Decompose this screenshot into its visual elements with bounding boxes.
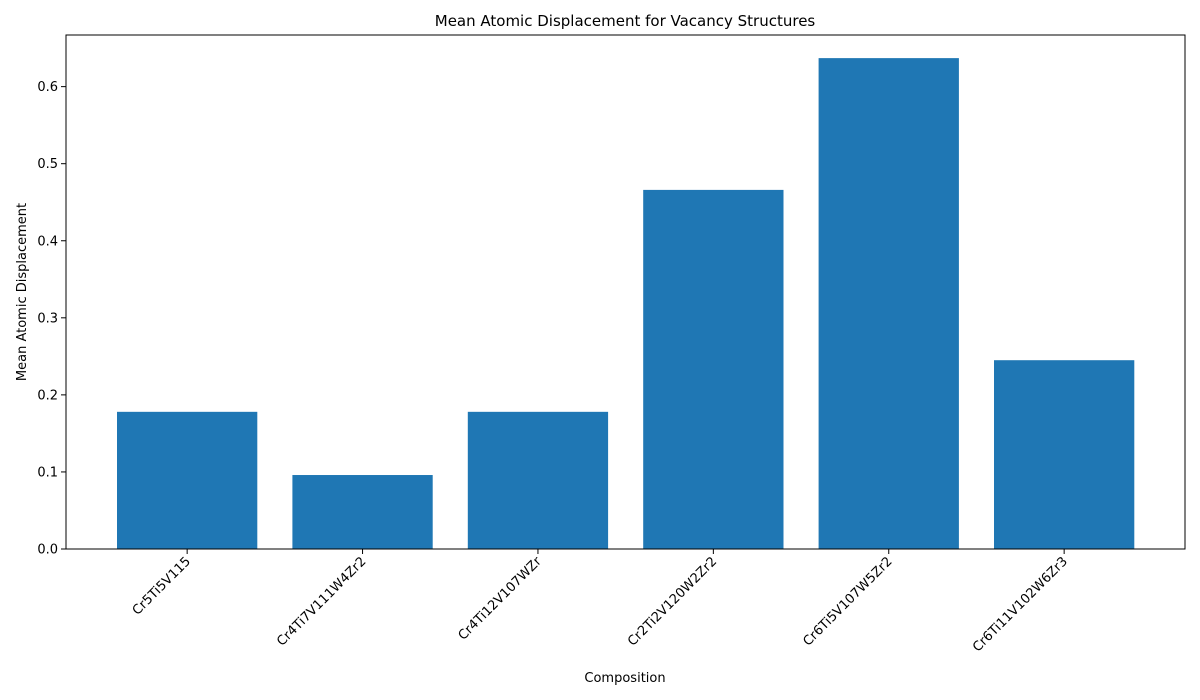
- x-tick-label: Cr6Ti11V102W6Zr3: [970, 554, 1071, 655]
- chart-title: Mean Atomic Displacement for Vacancy Str…: [435, 12, 816, 30]
- axes-frame: [65, 34, 1186, 550]
- y-tick-label: 0.5: [37, 157, 58, 172]
- bars-group: [117, 58, 1135, 550]
- x-tick-label: Cr6Ti5V107W5Zr2: [800, 554, 895, 649]
- x-tick-label: Cr4Ti12V107WZr: [456, 554, 546, 644]
- y-axis-label: Mean Atomic Displacement: [15, 203, 30, 381]
- bar-Cr6Ti11V102W6Zr3: [994, 360, 1135, 549]
- bar-Cr6Ti5V107W5Zr2: [818, 58, 959, 550]
- x-tick-label: Cr2Ti2V120W2Zr2: [625, 554, 720, 649]
- bar-Cr4Ti7V111W4Zr2: [292, 475, 433, 549]
- y-tick-label: 0.3: [37, 311, 58, 326]
- bar-Cr2Ti2V120W2Zr2: [643, 189, 784, 549]
- y-tick-label: 0.6: [37, 80, 58, 95]
- y-tick-label: 0.1: [37, 465, 58, 480]
- bar-Cr5Ti5V115: [117, 411, 258, 549]
- y-tick-label: 0.0: [37, 543, 58, 558]
- y-axis-ticks: 0.0 0.1 0.2 0.3 0.4 0.5 0.6: [37, 80, 66, 558]
- y-tick-label: 0.2: [37, 388, 58, 403]
- x-axis-label: Composition: [584, 671, 665, 686]
- y-tick-label: 0.4: [37, 234, 58, 249]
- x-tick-label: Cr5Ti5V115: [130, 554, 194, 618]
- x-tick-label: Cr4Ti7V111W4Zr2: [274, 554, 369, 649]
- x-axis-ticks: Cr5Ti5V115 Cr4Ti7V111W4Zr2 Cr4Ti12V107WZr C…: [130, 549, 1071, 655]
- bar-Cr4Ti12V107WZr: [467, 411, 609, 549]
